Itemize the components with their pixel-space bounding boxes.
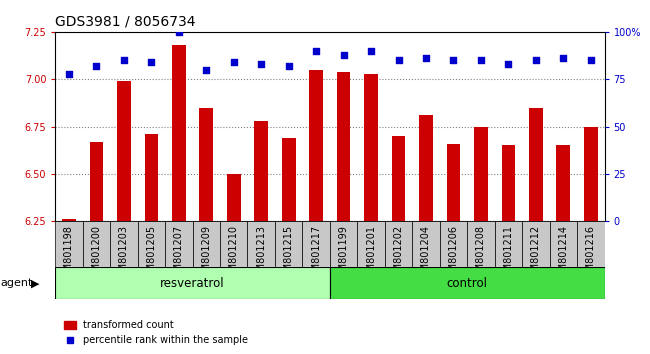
Point (421, 56, 431, 61)
Point (393, 57, 404, 63)
Bar (337, 72, 350, 221)
Point (558, 56, 569, 61)
Bar (330, 267, 604, 299)
Bar (111, 221, 138, 267)
Point (311, 48, 321, 53)
Text: GSM801207: GSM801207 (174, 225, 184, 284)
Text: GDS3981 / 8056734: GDS3981 / 8056734 (55, 14, 196, 28)
Bar (577, 221, 605, 267)
Bar (90, 142, 103, 221)
Text: GSM801208: GSM801208 (476, 225, 486, 284)
Text: GSM801202: GSM801202 (393, 225, 404, 284)
Text: GSM801215: GSM801215 (283, 225, 294, 284)
Bar (117, 81, 131, 221)
Text: control: control (447, 277, 488, 290)
Text: GSM801203: GSM801203 (119, 225, 129, 284)
Point (448, 57, 459, 63)
Text: GSM801206: GSM801206 (448, 225, 458, 284)
Bar (522, 221, 550, 267)
Bar (439, 221, 467, 267)
Bar (282, 138, 296, 221)
Bar (172, 45, 186, 221)
Text: GSM801204: GSM801204 (421, 225, 431, 284)
Bar (138, 221, 165, 267)
Bar (254, 121, 268, 221)
Bar (302, 221, 330, 267)
Point (91, 63, 101, 69)
Point (586, 57, 596, 63)
Text: GSM801198: GSM801198 (64, 225, 74, 284)
Text: GSM801216: GSM801216 (586, 225, 596, 284)
Bar (419, 115, 433, 221)
Bar (55, 221, 83, 267)
Bar (467, 221, 495, 267)
Bar (192, 221, 220, 267)
Text: agent: agent (1, 278, 33, 288)
Bar (447, 144, 460, 221)
Point (366, 48, 376, 53)
Bar (55, 267, 330, 299)
Bar (584, 127, 597, 221)
Legend: transformed count, percentile rank within the sample: transformed count, percentile rank withi… (60, 316, 252, 349)
Bar (412, 221, 439, 267)
Bar (200, 108, 213, 221)
Bar (358, 221, 385, 267)
Text: GSM801213: GSM801213 (256, 225, 266, 284)
Bar (62, 219, 76, 221)
Point (476, 57, 486, 63)
Text: GSM801205: GSM801205 (146, 225, 157, 284)
Bar (556, 145, 570, 221)
Text: GSM801199: GSM801199 (339, 225, 348, 284)
Text: GSM801201: GSM801201 (366, 225, 376, 284)
Text: GSM801212: GSM801212 (531, 225, 541, 284)
Bar (385, 221, 412, 267)
Point (146, 59, 157, 65)
Point (229, 59, 239, 65)
Bar (220, 221, 248, 267)
Point (201, 67, 211, 73)
Text: GSM801217: GSM801217 (311, 225, 321, 284)
Bar (392, 136, 406, 221)
Bar (495, 221, 522, 267)
Bar (83, 221, 110, 267)
Bar (474, 127, 488, 221)
Point (339, 52, 349, 57)
Bar (364, 74, 378, 221)
Bar (165, 221, 192, 267)
Point (283, 63, 294, 69)
Point (174, 29, 184, 35)
Bar (248, 221, 275, 267)
Text: GSM801210: GSM801210 (229, 225, 239, 284)
Bar (550, 221, 577, 267)
Point (503, 61, 514, 67)
Text: GSM801211: GSM801211 (503, 225, 514, 284)
Point (256, 61, 266, 67)
Bar (275, 221, 302, 267)
Point (530, 57, 541, 63)
Text: resveratrol: resveratrol (161, 277, 225, 290)
Bar (144, 134, 158, 221)
Text: ▶: ▶ (31, 278, 40, 288)
Text: GSM801209: GSM801209 (202, 225, 211, 284)
Bar (529, 108, 543, 221)
Point (64, 71, 74, 76)
Bar (309, 70, 323, 221)
Point (119, 57, 129, 63)
Bar (502, 145, 515, 221)
Text: GSM801200: GSM801200 (92, 225, 101, 284)
Bar (330, 221, 358, 267)
Text: GSM801214: GSM801214 (558, 225, 568, 284)
Bar (227, 174, 240, 221)
